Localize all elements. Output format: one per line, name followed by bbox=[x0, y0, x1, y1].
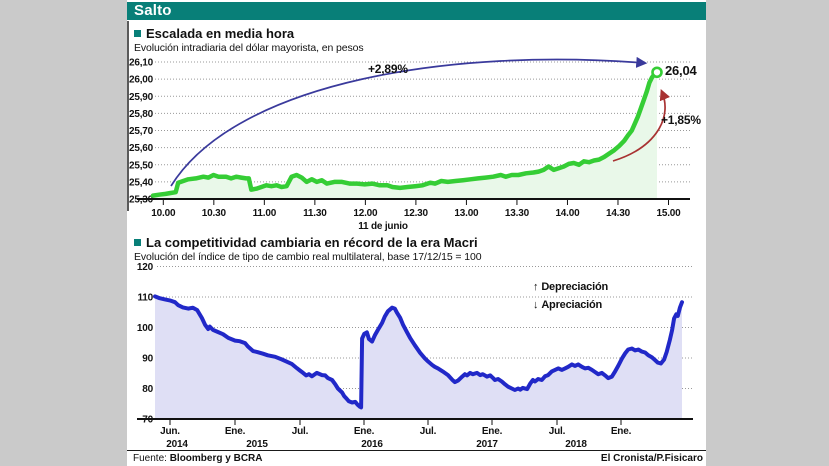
chart1-x-label: 10.00 bbox=[151, 208, 176, 219]
chart1-x-label: 14.00 bbox=[555, 208, 580, 219]
chart2-year-label: 2016 bbox=[361, 439, 383, 450]
chart1-y-label: 26,00 bbox=[129, 75, 154, 86]
legend-depreciation: ↑ Depreciación bbox=[533, 281, 608, 293]
header-banner: Salto bbox=[127, 2, 706, 20]
chart2-month-label: Jul. bbox=[420, 426, 437, 437]
chart2-series-line bbox=[153, 294, 684, 410]
chart2-month-label: Jun. bbox=[160, 426, 180, 437]
chart1-x-label: 14.30 bbox=[606, 208, 631, 219]
chart1-title: Escalada en media hora bbox=[146, 26, 295, 41]
bullet-square-icon bbox=[134, 239, 141, 246]
chart2-year-label: 2018 bbox=[565, 439, 587, 450]
chart1-x-label: 12.00 bbox=[353, 208, 378, 219]
chart1-y-label: 25,50 bbox=[129, 160, 154, 171]
chart1-total-change-label: +2,89% bbox=[368, 62, 408, 76]
chart1-x-label: 13.00 bbox=[454, 208, 479, 219]
chart1-x-label: 11.00 bbox=[253, 208, 277, 219]
chart1-endpoint-marker bbox=[651, 66, 663, 79]
chart1-red-arrow bbox=[612, 88, 671, 162]
chart2-y-label: 120 bbox=[137, 262, 154, 273]
chart2-y-label: 110 bbox=[137, 293, 153, 304]
footer-separator bbox=[127, 450, 706, 451]
source-value: Bloomberg y BCRA bbox=[169, 453, 263, 464]
arrow-down-icon: ↓ bbox=[533, 299, 539, 311]
chart1-title-row: Escalada en media hora bbox=[134, 26, 294, 41]
chart1-y-label: 25,60 bbox=[129, 143, 154, 154]
credit-note: El Cronista/P.Fisicaro bbox=[600, 453, 703, 464]
chart1-x-label: 12.30 bbox=[404, 208, 429, 219]
chart2-year-label: 2015 bbox=[246, 439, 268, 450]
chart2-month-label: Ene. bbox=[225, 426, 246, 437]
chart1-area-fill bbox=[153, 72, 657, 198]
content-panel: Salto Escalada en media hora Evolución i… bbox=[127, 0, 706, 466]
chart1-x-label: 11.30 bbox=[303, 208, 327, 219]
chart1-blue-arrow bbox=[170, 56, 648, 187]
chart1-series-line bbox=[150, 70, 660, 198]
source-note: Fuente: Bloomberg y BCRA bbox=[133, 453, 263, 464]
chart2-month-label: Jul. bbox=[549, 426, 566, 437]
chart2-month-label: Ene. bbox=[482, 426, 503, 437]
legend-appreciation: ↓ Apreciación bbox=[533, 299, 603, 311]
chart1-y-label: 25,70 bbox=[129, 126, 154, 137]
charts-canvas: 26,10 26,00 25,90 25,80 25,70 25,60 25,50 25,40… bbox=[129, 56, 693, 450]
chart2-year-label: 2014 bbox=[166, 439, 188, 450]
chart1-x-label: 15.00 bbox=[656, 208, 681, 219]
page-title: Salto bbox=[134, 2, 172, 19]
chart1-y-label: 25,40 bbox=[129, 177, 154, 188]
chart2-title-row: La competitividad cambiaria en récord de… bbox=[134, 235, 478, 250]
chart1-partial-change-label: +1,85% bbox=[661, 113, 701, 127]
chart1-y-label: 25,90 bbox=[129, 92, 154, 103]
chart2-subtitle: Evolución del índice de tipo de cambio r… bbox=[134, 251, 482, 263]
chart1-last-value-label: 26,04 bbox=[665, 63, 697, 78]
chart1-y-label: 25,80 bbox=[129, 109, 154, 120]
chart1-y-label: 26,10 bbox=[129, 58, 154, 69]
chart1-date-label: 11 de junio bbox=[358, 221, 408, 232]
chart2-title: La competitividad cambiaria en récord de… bbox=[146, 235, 478, 250]
chart1-x-label: 13.30 bbox=[505, 208, 530, 219]
bullet-square-icon bbox=[134, 30, 141, 37]
arrow-up-icon: ↑ bbox=[533, 281, 539, 293]
chart1-subtitle: Evolución intradiaria del dólar mayorist… bbox=[134, 42, 364, 54]
chart2-year-label: 2017 bbox=[476, 439, 498, 450]
chart2-y-label: 80 bbox=[142, 384, 153, 395]
chart2-y-label: 100 bbox=[137, 323, 154, 334]
chart2-month-label: Ene. bbox=[354, 426, 375, 437]
chart2-month-label: Jul. bbox=[292, 426, 309, 437]
chart1-x-label: 10.30 bbox=[202, 208, 227, 219]
chart2-area-fill bbox=[155, 296, 682, 418]
chart2-y-label: 90 bbox=[142, 354, 153, 365]
chart2-month-label: Ene. bbox=[611, 426, 632, 437]
left-column-rule bbox=[127, 21, 129, 211]
